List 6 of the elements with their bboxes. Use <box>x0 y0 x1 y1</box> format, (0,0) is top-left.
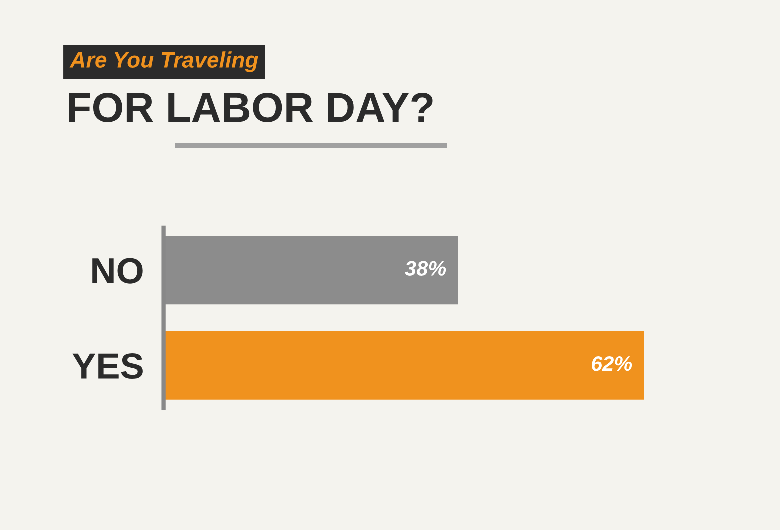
chart-subtitle: Are You Traveling <box>70 52 258 72</box>
data-label: 62% <box>592 356 632 372</box>
y-tick-label: NO <box>92 258 143 284</box>
data-label: 38% <box>405 261 446 276</box>
chart-title: FOR LABOR DAY? <box>69 92 433 122</box>
y-tick-label: YES <box>72 353 143 380</box>
